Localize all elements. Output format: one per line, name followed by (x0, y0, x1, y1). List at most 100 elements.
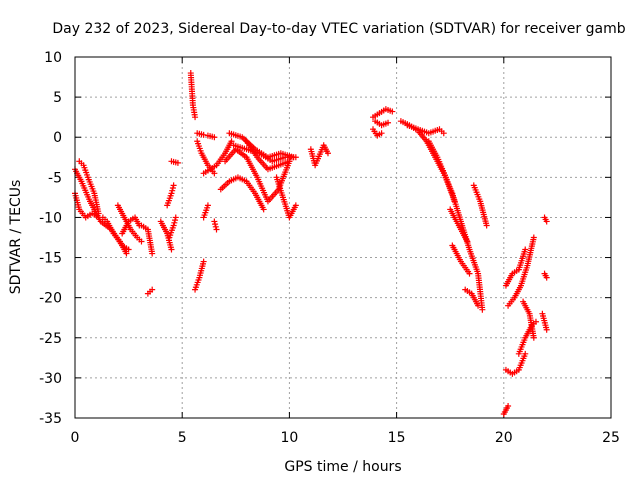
data-point (211, 218, 218, 225)
data-point (389, 108, 396, 115)
x-tick-label: 15 (388, 430, 406, 446)
data-point (212, 221, 219, 228)
series-track-33 (447, 206, 471, 245)
data-point (172, 217, 179, 224)
series-track-32 (425, 138, 458, 205)
data-point (170, 222, 177, 229)
series-track-12 (168, 158, 181, 166)
series-track-13 (187, 70, 199, 121)
data-points (72, 70, 550, 417)
y-tick-label: -25 (39, 331, 62, 347)
series-track-3 (76, 158, 102, 217)
data-point (292, 154, 299, 161)
data-point (483, 222, 490, 229)
data-point (286, 158, 293, 165)
data-point (170, 182, 177, 189)
y-tick-label: -35 (39, 411, 62, 427)
series-track-29 (372, 118, 392, 129)
data-point (168, 190, 175, 197)
series-track-4 (99, 214, 130, 257)
series-track-19 (211, 218, 220, 233)
series-track-34 (449, 242, 473, 277)
y-tick-label: -10 (39, 210, 62, 226)
data-point (200, 131, 207, 138)
data-point (479, 306, 486, 313)
data-point (228, 138, 235, 145)
data-point (213, 226, 220, 233)
data-point (385, 119, 392, 126)
data-point (200, 258, 207, 265)
data-point (149, 250, 156, 257)
data-point (138, 238, 145, 245)
series-track-27 (370, 106, 396, 121)
y-axis-tick-labels: 10 5 0 -5 -10 -15 -20 -25 -30 -35 (39, 50, 62, 427)
x-tick-label: 5 (178, 430, 187, 446)
series-track-38 (502, 350, 529, 377)
y-axis-label: SDTVAR / TECUs (8, 180, 24, 295)
series-track-41 (505, 234, 537, 309)
x-tick-label: 25 (602, 430, 620, 446)
y-tick-label: -5 (48, 170, 62, 186)
x-tick-label: 0 (71, 430, 80, 446)
y-tick-label: -20 (39, 291, 62, 307)
data-point (505, 402, 512, 409)
data-point (292, 202, 299, 209)
chart-title: Day 232 of 2023, Sidereal Day-to-day VTE… (52, 21, 625, 37)
data-point (192, 114, 199, 121)
series-track-10 (164, 182, 177, 209)
data-point (530, 334, 537, 341)
series-track-28 (370, 126, 385, 139)
data-point (168, 246, 175, 253)
data-point (543, 326, 550, 333)
y-tick-label: 10 (44, 50, 62, 66)
data-point (466, 270, 473, 277)
series-track-36 (462, 286, 482, 309)
data-point (464, 238, 471, 245)
x-axis-tick-labels: 0 5 10 15 20 25 (71, 430, 620, 446)
data-point (169, 187, 176, 194)
data-point (543, 274, 550, 281)
series-track-15 (194, 130, 218, 141)
data-point (451, 198, 458, 205)
series-track-45 (541, 214, 550, 225)
data-point (212, 223, 219, 230)
data-point (260, 206, 267, 213)
series-track-11 (166, 214, 179, 241)
series-track-37 (500, 402, 512, 417)
data-point (169, 185, 176, 192)
series-track-8 (144, 286, 156, 297)
series-track-42 (520, 298, 537, 341)
series-track-31 (404, 122, 447, 137)
data-point (324, 150, 331, 157)
data-point (174, 159, 181, 166)
series-track-17 (200, 138, 235, 177)
data-point (211, 134, 218, 141)
x-tick-label: 20 (495, 430, 513, 446)
series-track-44 (541, 270, 550, 281)
data-point (440, 130, 447, 137)
grid-lines (75, 57, 611, 418)
series-track-43 (539, 310, 550, 333)
data-point (149, 286, 156, 293)
series-track-26 (307, 142, 331, 169)
data-point (530, 234, 537, 241)
data-point (532, 318, 539, 325)
series-track-40 (502, 246, 529, 289)
series-track-23 (230, 142, 299, 165)
data-point (123, 250, 130, 257)
series-track-24 (243, 138, 293, 173)
series-track-20 (217, 174, 267, 213)
data-point (95, 210, 102, 217)
series-track-18 (200, 202, 211, 221)
series-track-6 (119, 214, 143, 237)
data-point (543, 218, 550, 225)
series-track-7 (138, 222, 156, 257)
data-point (522, 350, 529, 357)
data-point (200, 214, 207, 221)
data-point (211, 170, 218, 177)
y-tick-label: -15 (39, 251, 62, 267)
x-tick-label: 10 (280, 430, 298, 446)
series-track-35 (470, 182, 490, 229)
